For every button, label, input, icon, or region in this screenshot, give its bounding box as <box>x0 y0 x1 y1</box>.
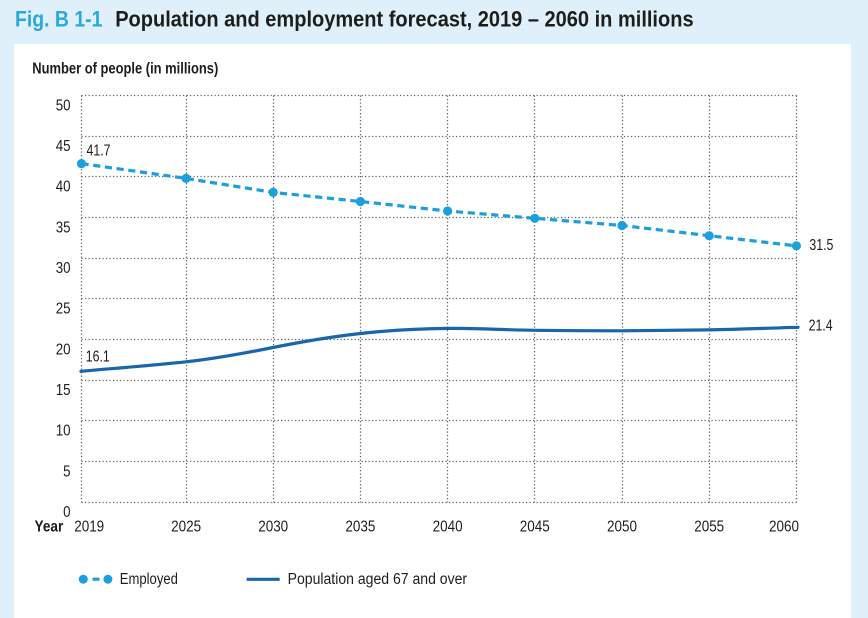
svg-text:2050: 2050 <box>607 519 637 536</box>
svg-text:2019: 2019 <box>74 519 104 536</box>
svg-text:Fig. B 1-1: Fig. B 1-1 <box>15 7 102 32</box>
svg-text:2035: 2035 <box>345 519 375 536</box>
svg-text:31.5: 31.5 <box>809 237 833 254</box>
svg-text:2025: 2025 <box>171 519 201 536</box>
svg-text:15: 15 <box>56 382 71 399</box>
svg-text:50: 50 <box>56 97 71 114</box>
svg-text:21.4: 21.4 <box>809 317 833 334</box>
svg-text:41.7: 41.7 <box>87 143 111 160</box>
svg-text:25: 25 <box>56 301 71 318</box>
svg-text:16.1: 16.1 <box>86 349 110 366</box>
svg-text:0: 0 <box>63 504 71 521</box>
svg-text:10: 10 <box>56 423 71 440</box>
svg-text:Population aged 67 and over: Population aged 67 and over <box>288 571 468 588</box>
svg-text:40: 40 <box>56 179 71 196</box>
svg-text:45: 45 <box>56 138 71 155</box>
svg-text:2030: 2030 <box>258 519 288 536</box>
svg-text:2060: 2060 <box>769 519 799 536</box>
svg-text:Year: Year <box>35 519 64 536</box>
svg-text:2055: 2055 <box>694 519 724 536</box>
svg-text:Population and employment fore: Population and employment forecast, 2019… <box>115 7 693 32</box>
svg-text:Employed: Employed <box>120 571 178 588</box>
svg-text:30: 30 <box>56 260 71 277</box>
svg-text:2045: 2045 <box>520 519 550 536</box>
svg-text:2040: 2040 <box>433 519 463 536</box>
svg-text:Number of people (in millions): Number of people (in millions) <box>32 61 218 78</box>
svg-text:5: 5 <box>63 463 70 480</box>
svg-text:35: 35 <box>56 219 71 236</box>
svg-text:20: 20 <box>56 341 71 358</box>
